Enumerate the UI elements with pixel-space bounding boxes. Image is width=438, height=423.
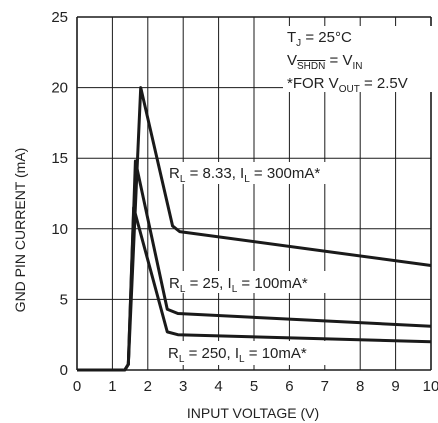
condition-vout: *FOR VOUT = 2.5V [287, 75, 408, 95]
y-tick-label: 20 [51, 80, 68, 97]
x-tick-label: 3 [179, 378, 187, 395]
y-axis-label: GND PIN CURRENT (mA) [12, 148, 28, 313]
series-label-background-2 [166, 271, 334, 293]
x-tick-label: 5 [250, 378, 258, 395]
x-tick-label: 4 [214, 378, 222, 395]
x-axis-label: INPUT VOLTAGE (V) [187, 405, 319, 421]
y-tick-labels: 0 5 10 15 20 25 [51, 9, 68, 379]
y-tick-label: 10 [51, 221, 68, 238]
series-label-background-3 [165, 341, 333, 365]
y-tick-label: 5 [60, 291, 68, 308]
x-tick-label: 6 [285, 378, 293, 395]
y-tick-label: 15 [51, 150, 68, 167]
y-tick-label: 25 [51, 9, 68, 26]
series-group [77, 86, 432, 372]
x-tick-label: 0 [73, 378, 81, 395]
condition-tj: TJ = 25°C [287, 29, 352, 49]
x-tick-label: 1 [108, 378, 116, 395]
y-tick-label: 0 [60, 362, 68, 379]
series-label-1: RL = 8.33, IL = 300mA* [169, 165, 320, 185]
x-tick-label: 10 [423, 378, 438, 395]
x-tick-label: 2 [144, 378, 152, 395]
x-tick-label: 7 [321, 378, 329, 395]
x-tick-label: 9 [391, 378, 399, 395]
series-label-background-1 [166, 162, 346, 184]
x-tick-labels: 0 1 2 3 4 5 6 7 8 9 10 [73, 378, 438, 395]
x-tick-label: 8 [356, 378, 364, 395]
series-label-2: RL = 25, IL = 100mA* [169, 275, 308, 295]
series-label-3: RL = 250, IL = 10mA* [168, 345, 307, 365]
series-line-3 [77, 206, 432, 372]
conditions-background [283, 26, 433, 92]
